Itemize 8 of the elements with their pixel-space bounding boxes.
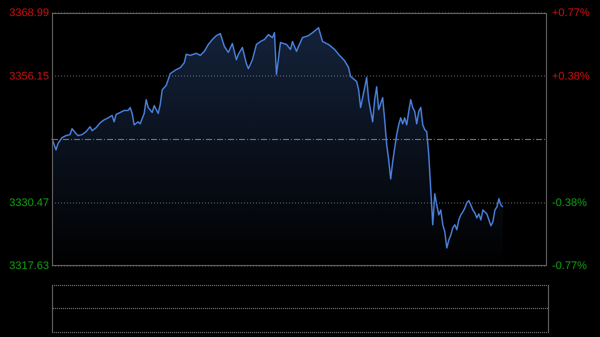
y-tick-label: 3330.47 <box>9 196 49 209</box>
y-tick-label: 3368.99 <box>9 7 49 20</box>
y-tick-label: 3317.63 <box>9 260 49 272</box>
y2-tick-label: -0.77% <box>552 260 588 272</box>
y2-tick-label: +0.77% <box>552 7 590 20</box>
y2-tick-label: +0.38% <box>552 70 590 82</box>
y-tick-label: 3356.15 <box>9 70 49 82</box>
y2-tick-label: -0.38% <box>552 196 588 209</box>
